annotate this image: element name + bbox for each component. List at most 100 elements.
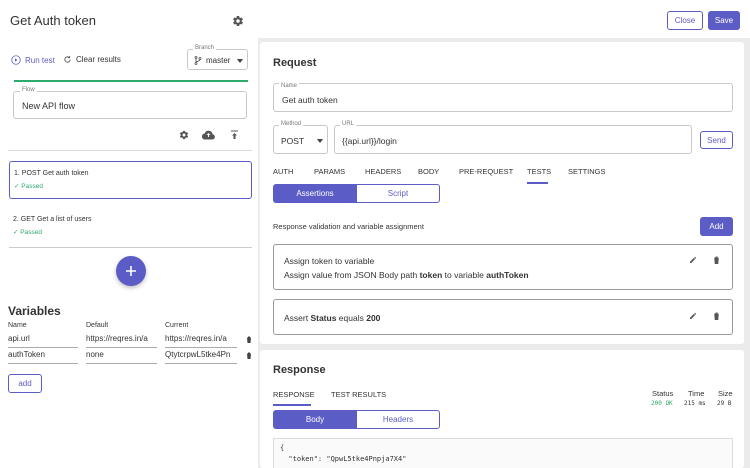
response-title: Response [273, 364, 326, 376]
variable-default-value: https://reqres.in/a [86, 334, 148, 343]
chevron-down-icon [317, 139, 323, 143]
url-label: URL [340, 121, 357, 127]
clear-results-label: Clear results [76, 55, 121, 64]
left-panel: Run test Clear results Branch master Flo… [0, 40, 258, 468]
page-title: Get Auth token [10, 13, 97, 28]
detail-path: token [419, 270, 443, 280]
branch-select[interactable]: Branch master [187, 45, 248, 70]
send-button[interactable]: Send [700, 131, 733, 149]
url-field[interactable]: URL {{api.url}}/login [334, 121, 692, 154]
step-item-2[interactable]: 2. GET Get a list of users ✓ Passed [9, 210, 252, 248]
step-item-1[interactable]: 1. POST Get auth token ✓ Passed [9, 161, 252, 199]
assertion-detail: Assign value from JSON Body path token t… [284, 270, 529, 280]
request-name-value: Get auth token [282, 95, 338, 105]
export-icon[interactable] [229, 129, 239, 140]
assertion-card-2[interactable]: Assert Status equals 200 [273, 299, 733, 335]
trash-icon[interactable] [245, 335, 252, 343]
run-test-label: Run test [25, 55, 55, 65]
tab-auth[interactable]: AUTH [273, 167, 294, 176]
variable-current-value: QtytcrpwL5tke4Pn [165, 350, 231, 359]
url-value: {{api.url}}/login [342, 136, 397, 146]
variable-current-field[interactable]: QtytcrpwL5tke4Pn [165, 350, 237, 364]
validation-text: Response validation and variable assignm… [273, 222, 424, 231]
method-select[interactable]: Method POST [273, 121, 328, 154]
flow-label: Flow [20, 87, 37, 93]
variable-name-value: api.url [8, 334, 30, 343]
flow-field[interactable]: Flow New API flow [13, 87, 247, 119]
tab-body[interactable]: BODY [418, 167, 440, 176]
trash-icon[interactable] [711, 255, 721, 265]
gear-icon[interactable] [231, 14, 244, 27]
active-tab-indicator [273, 404, 311, 406]
assertion-title: Assign token to variable [284, 256, 375, 266]
body-line: { [280, 444, 285, 452]
variable-name-field[interactable]: api.url [8, 334, 78, 348]
variable-name-value: authToken [8, 350, 45, 359]
variable-default-field[interactable]: none [86, 350, 157, 364]
tab-tests[interactable]: TESTS [527, 167, 552, 176]
edit-icon[interactable] [688, 311, 698, 321]
add-variable-button[interactable]: add [8, 374, 42, 393]
response-body[interactable]: { "token": "QpwL5tke4Pnpja7X4" [273, 438, 733, 468]
status-value: 200 OK [651, 400, 673, 407]
tab-response[interactable]: RESPONSE [273, 390, 315, 399]
request-title: Request [273, 57, 317, 69]
variable-default-field[interactable]: https://reqres.in/a [86, 334, 157, 348]
detail-prefix: Assert [284, 313, 311, 323]
cloud-upload-icon[interactable] [202, 129, 215, 140]
plus-icon [126, 266, 136, 276]
subtab-script[interactable]: Script [356, 184, 440, 203]
subtab-assertions[interactable]: Assertions [273, 184, 357, 203]
assertion-card-1[interactable]: Assign token to variable Assign value fr… [273, 244, 733, 290]
variable-name-field[interactable]: authToken [8, 350, 78, 364]
close-button[interactable]: Close [667, 11, 703, 30]
tab-test-results[interactable]: TEST RESULTS [331, 390, 387, 399]
tab-settings[interactable]: SETTINGS [568, 167, 606, 176]
step-status: ✓ Passed [14, 183, 43, 190]
active-tab-indicator [527, 182, 548, 184]
subtab-headers[interactable]: Headers [356, 410, 440, 429]
detail-var: authToken [486, 270, 529, 280]
edit-icon[interactable] [688, 255, 698, 265]
progress-bar [14, 80, 248, 82]
method-label: Method [279, 121, 304, 127]
detail-mid: to variable [442, 270, 487, 280]
variables-title: Variables [8, 304, 61, 318]
response-panel: Response RESPONSE TEST RESULTS Status 20… [260, 350, 744, 468]
flow-settings-icon[interactable] [178, 129, 189, 140]
size-label: Size [718, 389, 733, 398]
chevron-down-icon [237, 59, 243, 63]
variable-current-field[interactable]: https://reqres.in/a [165, 334, 237, 348]
add-assertion-button[interactable]: Add [700, 217, 733, 236]
add-step-button[interactable] [116, 256, 146, 286]
git-branch-icon [194, 56, 202, 65]
branch-label: Branch [193, 45, 217, 51]
save-button[interactable]: Save [708, 11, 740, 30]
trash-icon[interactable] [245, 351, 252, 359]
time-value: 215 ms [684, 400, 706, 407]
assertion-detail: Assert Status equals 200 [284, 313, 380, 323]
run-test-button[interactable]: Run test [11, 55, 55, 65]
step-title: 1. POST Get auth token [14, 170, 89, 177]
trash-icon[interactable] [711, 311, 721, 321]
detail-value: 200 [366, 313, 381, 323]
step-status: ✓ Passed [13, 229, 42, 236]
detail-mid: equals [336, 313, 367, 323]
method-value: POST [281, 136, 305, 146]
detail-prefix: Assign value from JSON Body path [284, 270, 420, 280]
subtab-body[interactable]: Body [273, 410, 357, 429]
flow-value: New API flow [22, 101, 76, 111]
body-line: "token": "QpwL5tke4Pnpja7X4" [280, 455, 407, 463]
variable-current-value: https://reqres.in/a [165, 334, 227, 343]
clear-results-button[interactable]: Clear results [63, 55, 121, 64]
col-name-header: Name [8, 322, 27, 329]
request-name-label: Name [279, 83, 300, 89]
tab-headers[interactable]: HEADERS [365, 167, 402, 176]
branch-value: master [206, 56, 231, 65]
request-name-field[interactable]: Name Get auth token [273, 83, 733, 112]
step-status-label: Passed [21, 183, 43, 190]
step-status-label: Passed [20, 229, 42, 236]
step-title: 2. GET Get a list of users [13, 216, 92, 223]
tab-pre-request[interactable]: PRE-REQUEST [459, 167, 514, 176]
tab-params[interactable]: PARAMS [314, 167, 346, 176]
